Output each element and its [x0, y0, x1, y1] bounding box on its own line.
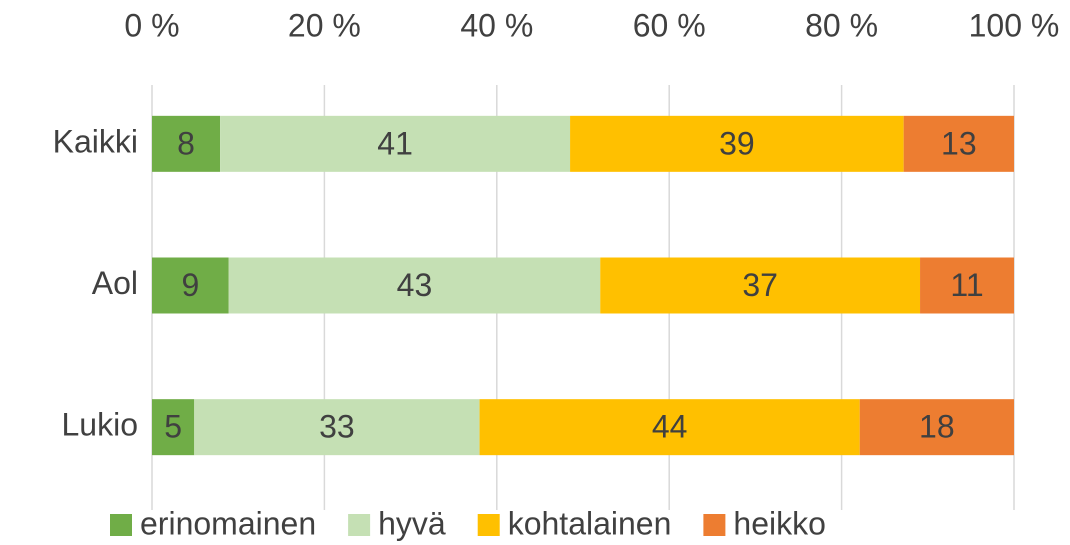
bar-segment — [228, 257, 601, 314]
y-tick-label: Aol — [92, 265, 138, 301]
legend-label: kohtalainen — [508, 505, 672, 541]
data-label: 41 — [377, 125, 413, 161]
legend-swatch — [348, 514, 371, 536]
legend-label: erinomainen — [140, 505, 316, 541]
data-label: 37 — [742, 267, 778, 303]
data-label: 5 — [164, 409, 182, 445]
x-tick-label: 80 % — [805, 7, 878, 43]
bar-segment — [600, 257, 921, 314]
data-label: 43 — [397, 267, 433, 303]
bar-segment — [152, 399, 195, 456]
legend-label: heikko — [733, 505, 826, 541]
x-tick-label: 60 % — [633, 7, 706, 43]
legend-swatch — [703, 514, 726, 536]
x-tick-label: 0 % — [124, 7, 179, 43]
data-label: 8 — [177, 125, 195, 161]
data-label: 33 — [319, 409, 355, 445]
data-label: 11 — [950, 267, 983, 303]
bar-segment — [920, 257, 1014, 314]
x-tick-label: 100 % — [969, 7, 1060, 43]
data-label: 13 — [941, 125, 977, 161]
bar-segment — [194, 399, 480, 456]
data-label: 44 — [652, 409, 688, 445]
x-tick-label: 40 % — [460, 7, 533, 43]
bar-segment — [859, 399, 1014, 456]
data-label: 39 — [719, 125, 755, 161]
bar-segment — [570, 115, 904, 172]
legend-swatch — [110, 514, 132, 536]
legend-swatch — [477, 514, 500, 536]
x-tick-label: 20 % — [288, 7, 361, 43]
bar-segment — [479, 399, 860, 456]
data-label: 9 — [181, 267, 199, 303]
data-label: 18 — [919, 409, 955, 445]
bar-segment — [152, 257, 229, 314]
y-tick-label: Lukio — [62, 407, 139, 443]
y-tick-label: Kaikki — [53, 123, 138, 159]
bar-segment — [903, 115, 1014, 172]
bar-segment — [220, 115, 571, 172]
legend-label: hyvä — [378, 505, 446, 541]
bar-segment — [152, 115, 221, 172]
